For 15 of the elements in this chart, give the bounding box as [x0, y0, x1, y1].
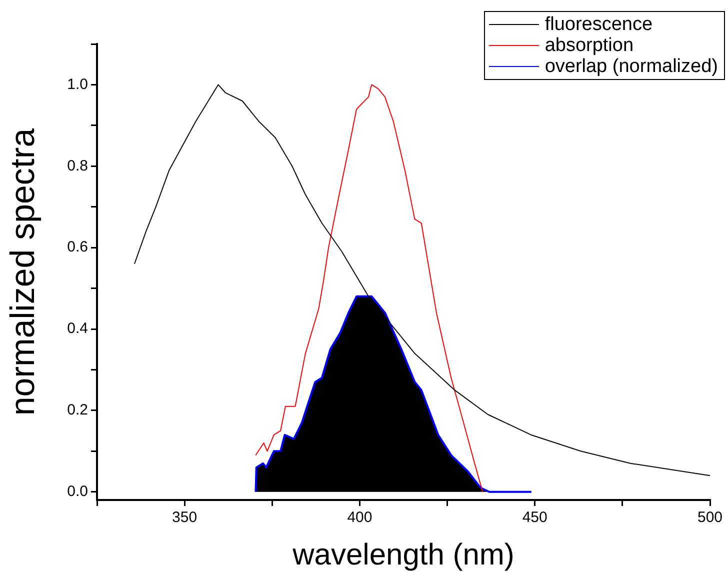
x-axis-title: wavelength (nm) — [292, 538, 514, 572]
y-tick-label: 1.0 — [67, 76, 88, 93]
y-tick-label: 0.4 — [67, 320, 88, 338]
legend-label: overlap (normalized) — [544, 56, 718, 77]
y-axis-title: normalized spectra — [4, 128, 42, 416]
legend-label: fluorescence — [544, 14, 653, 35]
y-tick-label: 0.0 — [67, 483, 88, 500]
x-tick-label: 500 — [697, 509, 723, 526]
x-tick-label: 350 — [172, 509, 198, 526]
legend-label: absorption — [544, 35, 634, 56]
y-tick-label: 0.8 — [67, 157, 88, 174]
x-tick-label: 400 — [347, 509, 372, 526]
x-tick-label: 450 — [522, 509, 548, 526]
y-tick-label: 0.2 — [67, 402, 88, 419]
y-tick-label: 0.6 — [67, 238, 88, 256]
